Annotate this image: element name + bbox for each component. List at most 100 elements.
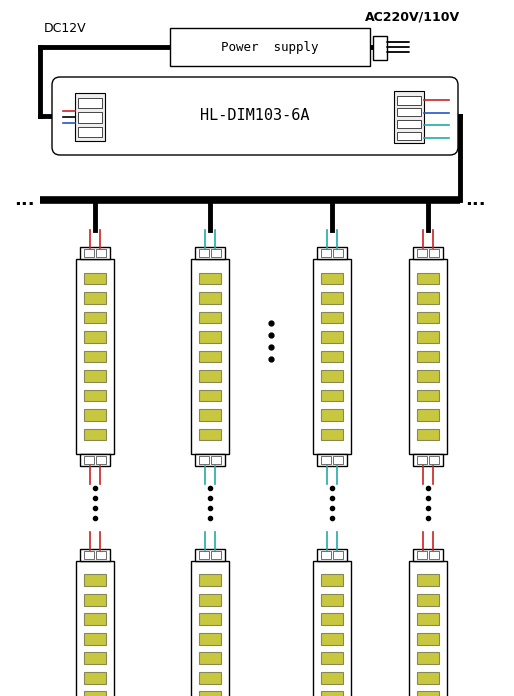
Bar: [321, 292, 343, 304]
Bar: [394, 91, 424, 143]
Bar: [84, 633, 106, 644]
Bar: [429, 551, 439, 559]
Bar: [84, 652, 106, 664]
Bar: [195, 247, 225, 259]
Bar: [417, 594, 439, 606]
Bar: [397, 108, 421, 116]
Bar: [199, 429, 221, 441]
Bar: [75, 93, 105, 141]
Bar: [96, 456, 106, 464]
Bar: [199, 249, 209, 257]
Bar: [321, 273, 343, 285]
Bar: [417, 652, 439, 664]
Bar: [321, 351, 343, 363]
Bar: [409, 561, 447, 696]
FancyBboxPatch shape: [52, 77, 458, 155]
Bar: [397, 132, 421, 141]
Bar: [191, 561, 229, 696]
Bar: [321, 390, 343, 402]
Bar: [84, 613, 106, 625]
Bar: [78, 112, 102, 122]
Text: AC220V/110V: AC220V/110V: [365, 10, 460, 23]
Bar: [409, 259, 447, 454]
Bar: [417, 633, 439, 644]
Bar: [373, 36, 387, 60]
Bar: [413, 247, 443, 259]
Bar: [195, 549, 225, 561]
Bar: [397, 120, 421, 129]
Bar: [96, 551, 106, 559]
Bar: [317, 549, 347, 561]
Text: ...: ...: [14, 191, 35, 209]
Bar: [84, 351, 106, 363]
Bar: [333, 249, 343, 257]
Bar: [80, 247, 110, 259]
Bar: [333, 456, 343, 464]
Bar: [84, 574, 106, 586]
Bar: [321, 409, 343, 421]
Bar: [313, 561, 351, 696]
Bar: [80, 454, 110, 466]
Bar: [417, 312, 439, 324]
Bar: [199, 273, 221, 285]
Bar: [211, 456, 221, 464]
Bar: [417, 351, 439, 363]
Bar: [417, 613, 439, 625]
Bar: [417, 249, 427, 257]
Bar: [80, 549, 110, 561]
Bar: [417, 370, 439, 382]
Bar: [321, 370, 343, 382]
Bar: [417, 390, 439, 402]
Bar: [321, 613, 343, 625]
Bar: [199, 691, 221, 696]
Bar: [78, 127, 102, 137]
Bar: [84, 370, 106, 382]
Bar: [84, 429, 106, 441]
Bar: [429, 456, 439, 464]
Bar: [195, 454, 225, 466]
Bar: [84, 456, 94, 464]
Bar: [417, 331, 439, 343]
Bar: [321, 672, 343, 683]
Bar: [84, 292, 106, 304]
Bar: [417, 456, 427, 464]
Bar: [84, 551, 94, 559]
Bar: [417, 292, 439, 304]
Bar: [321, 574, 343, 586]
Bar: [321, 331, 343, 343]
Bar: [76, 259, 114, 454]
Bar: [417, 672, 439, 683]
Bar: [84, 312, 106, 324]
Bar: [199, 613, 221, 625]
Bar: [199, 292, 221, 304]
Bar: [76, 561, 114, 696]
Bar: [417, 409, 439, 421]
Bar: [317, 247, 347, 259]
Bar: [170, 28, 370, 66]
Bar: [199, 390, 221, 402]
Bar: [96, 249, 106, 257]
Bar: [321, 594, 343, 606]
Bar: [84, 331, 106, 343]
Bar: [417, 574, 439, 586]
Bar: [199, 672, 221, 683]
Bar: [199, 351, 221, 363]
Bar: [321, 652, 343, 664]
Bar: [417, 551, 427, 559]
Bar: [199, 312, 221, 324]
Text: Power  supply: Power supply: [221, 40, 319, 54]
Bar: [321, 551, 331, 559]
Bar: [413, 454, 443, 466]
Bar: [199, 370, 221, 382]
Bar: [321, 456, 331, 464]
Text: ...: ...: [465, 191, 486, 209]
Bar: [84, 691, 106, 696]
Bar: [211, 249, 221, 257]
Bar: [321, 312, 343, 324]
Bar: [317, 454, 347, 466]
Bar: [199, 409, 221, 421]
Bar: [199, 331, 221, 343]
Bar: [199, 574, 221, 586]
Bar: [321, 691, 343, 696]
Bar: [191, 259, 229, 454]
